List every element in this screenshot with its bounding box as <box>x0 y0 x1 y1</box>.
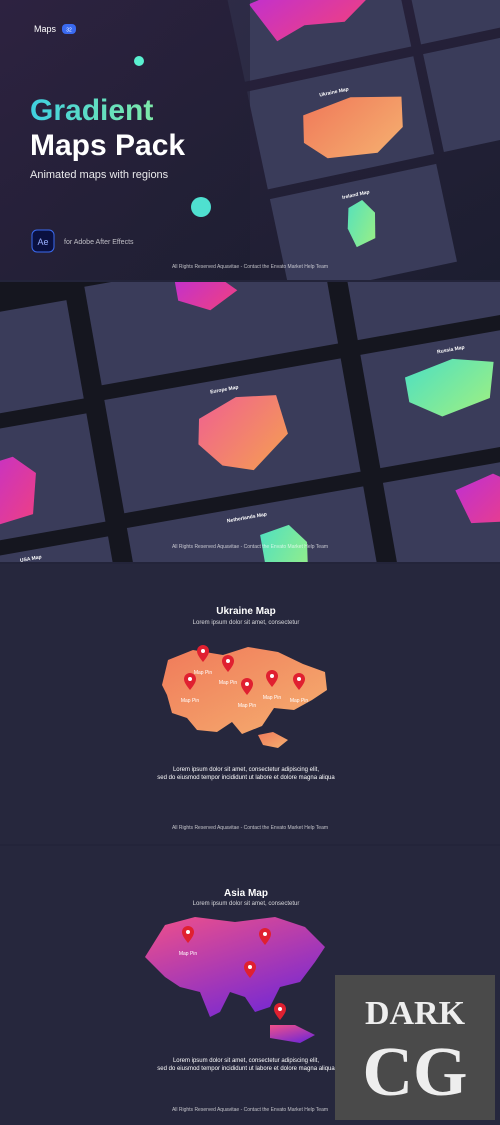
pin-label: Map Pin <box>263 695 282 701</box>
map-pin-dot <box>186 930 190 934</box>
pin-label: Map Pin <box>219 680 238 686</box>
map-pin-dot <box>245 682 249 686</box>
map-subtitle: Lorem ipsum dolor sit amet, consectetur <box>193 620 300 626</box>
description: sed do eiusmod tempor incididunt ut labo… <box>157 1066 335 1072</box>
slide-title: USA Map <box>20 554 42 564</box>
map-pin-dot <box>263 932 267 936</box>
slide-title: Ireland Map <box>342 189 370 201</box>
footer: All Rights Reserved Aquavitae - Contact … <box>172 825 328 831</box>
footer: All Rights Reserved Aquavitae - Contact … <box>172 544 328 550</box>
watermark-line2: CG <box>363 1034 468 1111</box>
map-pin <box>222 655 234 672</box>
watermark-line1: DARK <box>365 995 466 1032</box>
slide-title: Russia Map <box>437 345 465 356</box>
map-pin-dot <box>278 1007 282 1011</box>
map-pin <box>266 670 278 687</box>
map-pin <box>293 673 305 690</box>
pin-label: Map Pin <box>194 670 213 676</box>
map-pin <box>197 645 209 662</box>
pin-label: Map Pin <box>290 698 309 704</box>
description: Lorem ipsum dolor sit amet, consectetur … <box>173 1058 319 1064</box>
map-pin-dot <box>188 677 192 681</box>
asia-map <box>145 917 325 1017</box>
description: Lorem ipsum dolor sit amet, consectetur … <box>173 767 319 773</box>
title-line1: Gradient <box>30 94 153 127</box>
title-line2: Maps Pack <box>30 129 185 162</box>
ukraine-panel: Ukraine Map Lorem ipsum dolor sit amet, … <box>0 564 500 844</box>
pin-label: Map Pin <box>179 951 198 957</box>
pin-label: Map Pin <box>181 698 200 704</box>
map-pin-dot <box>270 674 274 678</box>
map-pin-dot <box>297 677 301 681</box>
map-title: Ukraine Map <box>216 606 275 617</box>
watermark: DARK CG <box>335 975 495 1120</box>
app-note: for Adobe After Effects <box>64 239 134 246</box>
map-pin-dot <box>248 965 252 969</box>
hero-slides: Ukraine Map Ireland Map <box>225 0 500 280</box>
slide-title: Europe Map <box>210 385 239 396</box>
footer: All Rights Reserved Aquavitae - Contact … <box>172 264 328 270</box>
map-pin <box>182 926 194 943</box>
map-pin <box>259 928 271 945</box>
map-pin <box>244 961 256 978</box>
badge-count: 32 <box>66 28 72 34</box>
hero-subtitle: Animated maps with regions <box>30 169 169 181</box>
map-pin-dot <box>226 659 230 663</box>
map-pin <box>241 678 253 695</box>
map-subtitle: Lorem ipsum dolor sit amet, consectetur <box>193 901 300 907</box>
badge-label: Maps <box>34 24 57 34</box>
hero-panel: Ukraine Map Ireland Map Maps 32 Gradient… <box>0 0 500 280</box>
description: sed do eiusmod tempor incididunt ut labo… <box>157 775 335 781</box>
map-pin-dot <box>201 649 205 653</box>
map-pin <box>274 1003 286 1020</box>
app-icon: Ae <box>37 237 48 247</box>
collage-panel: Europe Map Russia Map Netherlands Map US… <box>0 282 500 564</box>
map-pin <box>184 673 196 690</box>
pin-label: Map Pin <box>238 703 257 709</box>
footer: All Rights Reserved Aquavitae - Contact … <box>172 1107 328 1113</box>
map-title: Asia Map <box>224 888 268 899</box>
